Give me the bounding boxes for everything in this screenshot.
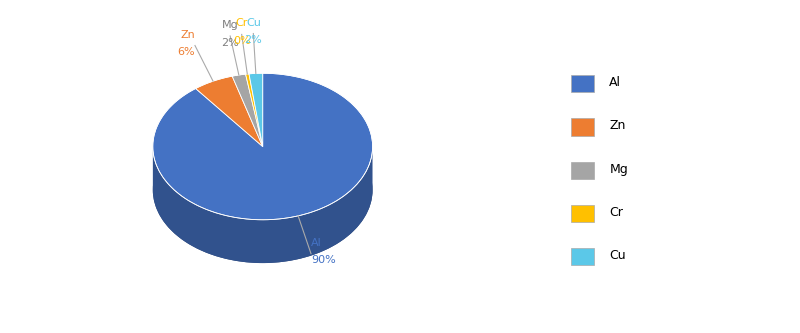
Polygon shape — [232, 74, 262, 147]
Text: Cu: Cu — [610, 249, 626, 262]
Text: Cu: Cu — [246, 18, 261, 28]
FancyBboxPatch shape — [571, 205, 594, 222]
Text: Zn: Zn — [180, 30, 195, 40]
Text: Cr: Cr — [610, 206, 623, 219]
Polygon shape — [196, 76, 262, 147]
Ellipse shape — [153, 117, 373, 263]
Polygon shape — [246, 74, 262, 147]
Text: Mg: Mg — [610, 163, 628, 176]
Text: Zn: Zn — [610, 119, 626, 133]
Polygon shape — [249, 73, 262, 147]
Text: Al: Al — [311, 238, 322, 248]
FancyBboxPatch shape — [571, 248, 594, 265]
Text: Mg: Mg — [222, 20, 238, 30]
Polygon shape — [153, 149, 373, 263]
Text: 6%: 6% — [178, 47, 195, 57]
Polygon shape — [153, 73, 373, 220]
Text: 90%: 90% — [311, 255, 336, 265]
Text: Al: Al — [610, 76, 622, 89]
FancyBboxPatch shape — [571, 75, 594, 92]
Text: 2%: 2% — [245, 35, 262, 45]
Text: 2%: 2% — [222, 38, 239, 48]
FancyBboxPatch shape — [571, 162, 594, 179]
Text: Cr: Cr — [235, 18, 248, 28]
FancyBboxPatch shape — [571, 118, 594, 136]
Text: 0%: 0% — [233, 36, 250, 46]
